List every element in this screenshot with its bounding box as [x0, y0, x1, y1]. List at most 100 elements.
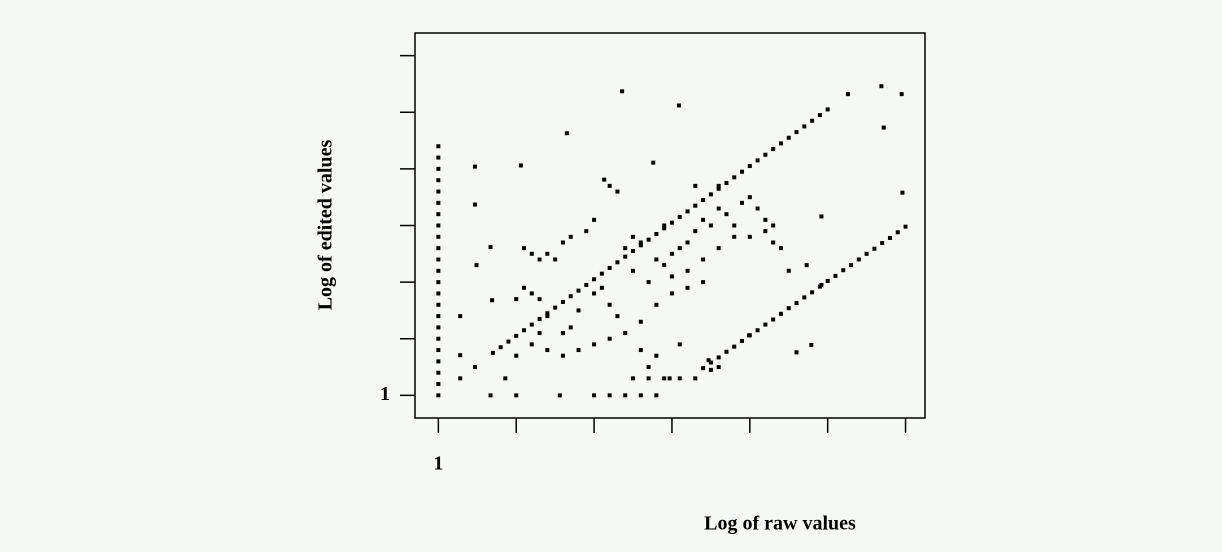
point — [545, 314, 550, 319]
point — [592, 393, 597, 398]
point — [899, 92, 904, 97]
point — [436, 370, 441, 375]
point — [809, 342, 814, 347]
point — [685, 209, 690, 214]
point — [631, 248, 636, 253]
point — [755, 206, 760, 211]
point — [732, 344, 737, 349]
point — [669, 274, 674, 279]
point — [564, 131, 569, 136]
point — [514, 353, 519, 358]
point — [786, 135, 791, 140]
point — [576, 308, 581, 313]
point — [706, 358, 711, 363]
point — [514, 333, 519, 338]
point — [529, 322, 534, 327]
point — [472, 365, 477, 370]
point — [607, 336, 612, 341]
point — [716, 206, 721, 211]
point — [537, 331, 542, 336]
point — [804, 263, 809, 268]
point — [436, 268, 441, 273]
point — [677, 246, 682, 251]
point — [880, 241, 885, 246]
point — [568, 294, 573, 299]
point — [654, 231, 659, 236]
point — [436, 359, 441, 364]
point — [560, 331, 565, 336]
point — [436, 291, 441, 296]
point — [560, 353, 565, 358]
point — [631, 376, 636, 381]
point — [685, 268, 690, 273]
point — [522, 285, 527, 290]
point — [763, 322, 768, 327]
point — [506, 339, 511, 344]
point — [802, 295, 807, 300]
point — [724, 212, 729, 217]
point — [592, 342, 597, 347]
y-tick-label: 1 — [380, 383, 390, 405]
point — [518, 163, 523, 168]
point — [436, 178, 441, 183]
point — [676, 103, 681, 108]
point — [763, 229, 768, 234]
point — [488, 393, 493, 398]
point — [545, 311, 550, 316]
point — [498, 345, 503, 350]
point — [436, 382, 441, 387]
point — [810, 118, 815, 123]
point — [771, 240, 776, 245]
point — [436, 223, 441, 228]
point — [599, 285, 604, 290]
point — [708, 367, 713, 372]
point — [763, 217, 768, 222]
point — [623, 246, 628, 251]
point — [895, 230, 900, 235]
point — [740, 339, 745, 343]
point — [732, 175, 737, 180]
point — [490, 298, 495, 303]
point — [592, 277, 597, 282]
point — [778, 311, 783, 316]
point — [503, 376, 508, 381]
point — [786, 268, 791, 273]
point — [638, 348, 643, 353]
point — [794, 350, 799, 355]
point — [529, 251, 534, 256]
point — [631, 234, 636, 239]
point — [794, 130, 799, 135]
point — [716, 365, 721, 370]
point — [662, 226, 667, 231]
point — [903, 224, 908, 229]
point — [669, 220, 674, 225]
point — [654, 353, 659, 358]
point — [677, 376, 682, 381]
point — [771, 223, 776, 228]
point — [529, 342, 534, 347]
point — [638, 243, 643, 248]
point — [514, 393, 519, 398]
point — [592, 217, 597, 222]
point — [716, 246, 721, 251]
point — [436, 257, 441, 262]
point — [771, 147, 776, 152]
point — [436, 166, 441, 171]
point — [436, 144, 441, 149]
point — [522, 246, 527, 251]
point — [638, 240, 643, 245]
point — [881, 125, 886, 130]
point — [436, 348, 441, 353]
point — [631, 268, 636, 273]
point — [802, 124, 807, 129]
point — [669, 251, 674, 256]
point — [701, 280, 706, 285]
point — [662, 223, 667, 228]
point — [708, 223, 713, 228]
point — [716, 183, 721, 188]
point — [620, 89, 625, 94]
point — [778, 246, 783, 251]
point — [436, 302, 441, 307]
point — [654, 302, 659, 307]
